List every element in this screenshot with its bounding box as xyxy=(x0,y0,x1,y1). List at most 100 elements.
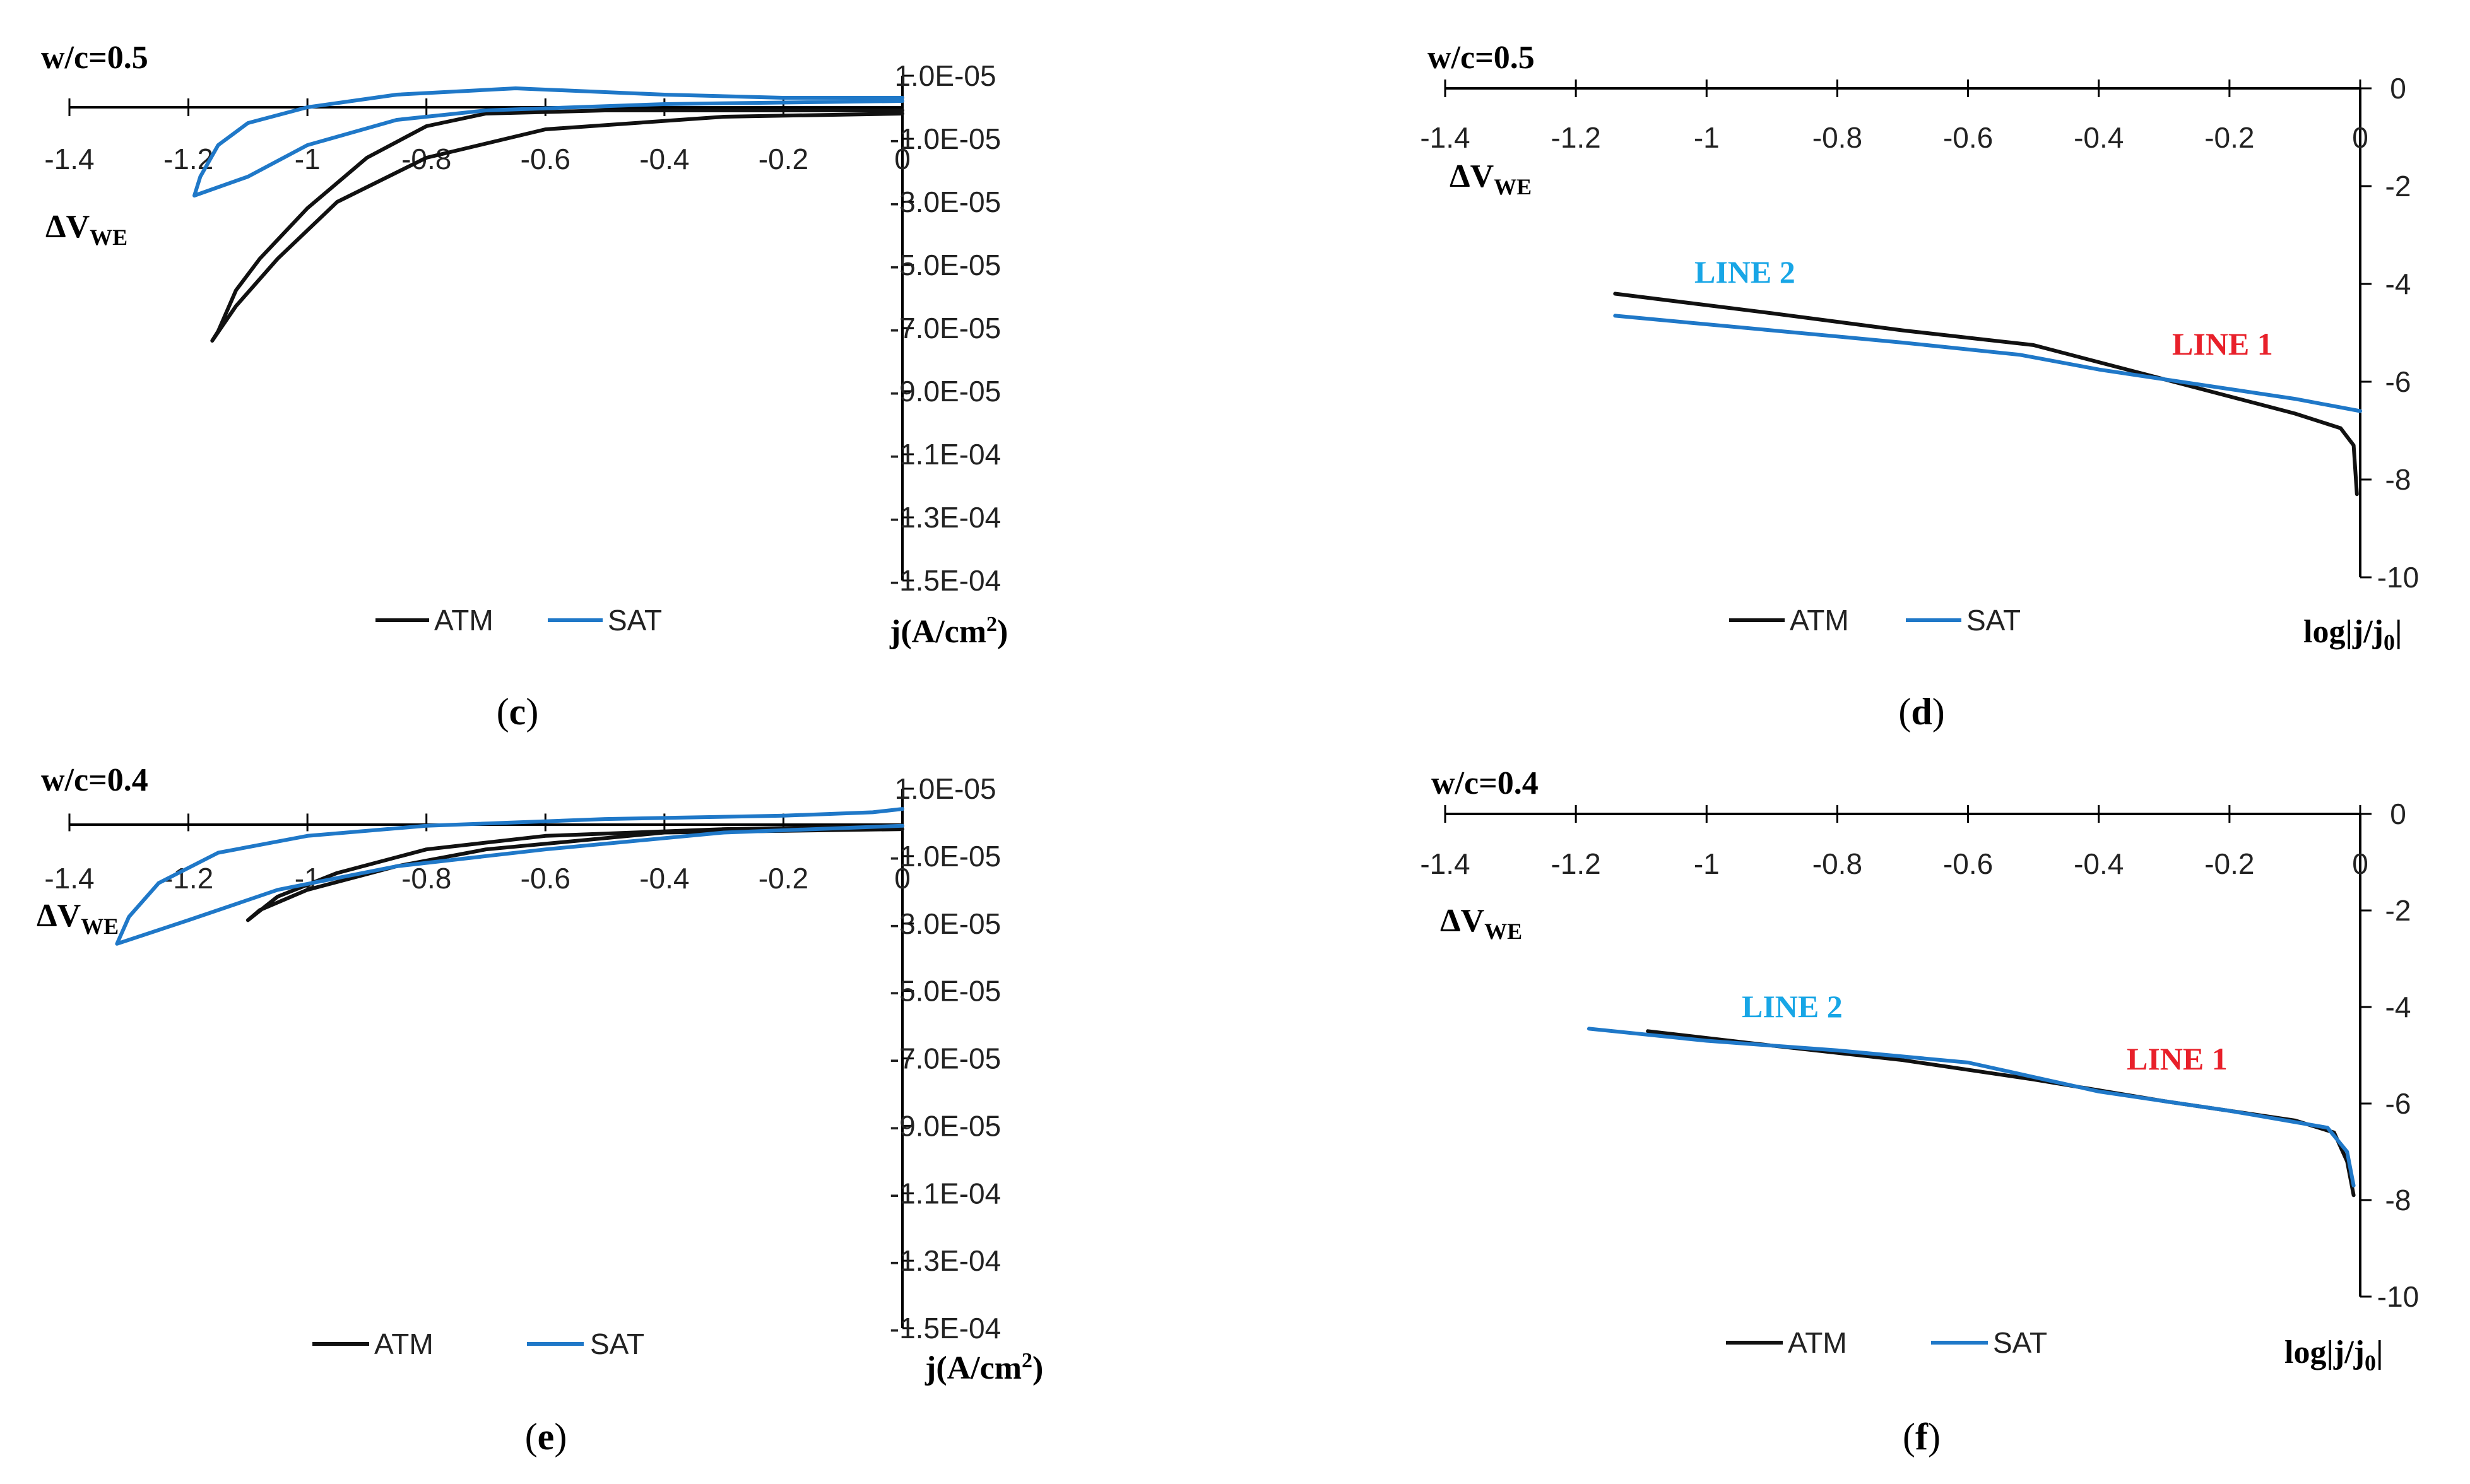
chart-d-x-label: ΔVWE xyxy=(1450,158,1532,199)
chart-d-title: w/c=0.5 xyxy=(1427,40,1535,76)
chart-f-y-tick-label: -6 xyxy=(2385,1087,2411,1120)
chart-d-x-tick-label: -0.4 xyxy=(2074,121,2124,154)
chart-f-series-sat xyxy=(1587,1027,2356,1188)
chart-d-series xyxy=(1613,292,2362,497)
chart-f-x-ticks: -1.4 -1.2 -1 -0.8 -0.6 -0.4 -0.2 0 xyxy=(1420,805,2368,880)
chart-f-x-tick-label: -0.4 xyxy=(2074,847,2124,880)
chart-c: w/c=0.5 -1.4 -1.2 -1 -0.8 -0.6 -0.4 -0.2 0 1.0E… xyxy=(41,40,1008,733)
chart-d-y-tick-label: -8 xyxy=(2385,463,2411,496)
chart-e-x-tick-label: 0 xyxy=(894,862,911,895)
chart-e-legend: ATM SAT xyxy=(312,1328,644,1360)
chart-d-x-tick-label: -0.8 xyxy=(1812,121,1862,154)
chart-d-y-ticks: 0 -2 -4 -6 -8 -10 xyxy=(2360,72,2419,594)
chart-d-series-sat xyxy=(1613,314,2362,413)
chart-c-x-tick-label: 0 xyxy=(894,143,911,175)
chart-c-y-tick-label: -9.0E-05 xyxy=(890,375,1001,408)
chart-c-y-tick-label: -1.1E-04 xyxy=(890,438,1001,471)
chart-c-y-ticks: 1.0E-05 -1.0E-05 -3.0E-05 -5.0E-05 -7.0E-05 -… xyxy=(890,59,1001,597)
chart-d-x-tick-label: -0.2 xyxy=(2204,121,2254,154)
chart-e: w/c=0.4 -1.4 -1.2 -1 -0.8 -0.6 -0.4 -0.2 0 1.0E… xyxy=(37,762,1043,1458)
chart-e-series-sat xyxy=(115,807,904,946)
chart-e-y-tick-label: -1.0E-05 xyxy=(890,840,1001,873)
chart-d-legend-atm-label: ATM xyxy=(1790,604,1849,637)
chart-f-y-label: log|j/j0| xyxy=(2284,1334,2383,1375)
chart-e-x-label: ΔVWE xyxy=(37,898,119,939)
chart-f-x-tick-label: -0.2 xyxy=(2204,847,2254,880)
chart-d-x-tick-label: -1.2 xyxy=(1551,121,1601,154)
chart-e-x-tick-label: -0.4 xyxy=(639,862,689,895)
chart-c-x-label: ΔVWE xyxy=(45,209,127,250)
chart-f-legend-sat-label: SAT xyxy=(1993,1326,2047,1359)
chart-f-series xyxy=(1587,1027,2356,1198)
chart-e-legend-atm-label: ATM xyxy=(374,1328,434,1360)
chart-e-y-tick-label: -1.3E-04 xyxy=(890,1244,1001,1277)
chart-d-x-tick-label: -1 xyxy=(1694,121,1720,154)
chart-e-x-tick-label: -0.8 xyxy=(401,862,451,895)
chart-d-series-atm xyxy=(1613,292,2359,497)
chart-c-legend: ATM SAT xyxy=(375,604,662,637)
panel-label-f: (f) xyxy=(1903,1416,1941,1458)
panel-label-d: (d) xyxy=(1898,691,1944,733)
chart-c-x-tick-label: -0.4 xyxy=(639,143,689,175)
chart-e-y-tick-label: -5.0E-05 xyxy=(890,975,1001,1008)
chart-d-y-tick-label: -6 xyxy=(2385,365,2411,398)
chart-f-legend: ATM SAT xyxy=(1726,1326,2047,1359)
chart-c-y-tick-label: -1.3E-04 xyxy=(890,501,1001,534)
chart-e-y-label: j(A/cm2) xyxy=(925,1349,1043,1386)
chart-c-series-atm xyxy=(210,109,904,343)
chart-e-title: w/c=0.4 xyxy=(41,762,148,798)
chart-f-x-tick-label: -1.2 xyxy=(1551,847,1601,880)
chart-c-legend-atm-label: ATM xyxy=(434,604,493,637)
chart-d-legend: ATM SAT xyxy=(1729,604,2021,637)
chart-f: w/c=0.4 -1.4 -1.2 -1 -0.8 -0.6 -0.4 -0.2 0 0-2-… xyxy=(1420,765,2419,1458)
chart-c-series-sat xyxy=(192,86,904,197)
chart-d-legend-sat-label: SAT xyxy=(1966,604,2021,637)
chart-c-x-tick-label: -1.4 xyxy=(44,143,94,175)
chart-f-title: w/c=0.4 xyxy=(1431,765,1539,801)
chart-e-y-tick-label: -7.0E-05 xyxy=(890,1042,1001,1075)
chart-d-x-ticks: -1.4 -1.2 -1 -0.8 -0.6 -0.4 -0.2 0 xyxy=(1420,80,2368,154)
chart-f-legend-atm-label: ATM xyxy=(1788,1326,1847,1359)
panel-label-e: (e) xyxy=(525,1416,567,1458)
chart-e-series-atm xyxy=(245,823,904,922)
chart-f-x-tick-label: -0.6 xyxy=(1943,847,1993,880)
chart-d-x-tick-label: -1.4 xyxy=(1420,121,1470,154)
chart-e-y-tick-label: -1.5E-04 xyxy=(890,1312,1001,1345)
chart-d-y-tick-label: -2 xyxy=(2385,170,2411,203)
chart-c-x-tick-label: -1 xyxy=(295,143,321,175)
chart-c-title: w/c=0.5 xyxy=(41,40,148,76)
chart-f-y-tick-label: 0 xyxy=(2390,798,2406,830)
chart-c-x-tick-label: -0.2 xyxy=(759,143,808,175)
chart-d-y-tick-label: -10 xyxy=(2377,561,2419,594)
chart-f-y-tick-label: -10 xyxy=(2377,1280,2419,1313)
chart-e-x-tick-label: -1.4 xyxy=(44,862,94,895)
chart-c-y-label: j(A/cm2) xyxy=(889,613,1008,650)
chart-c-y-tick-label: -1.5E-04 xyxy=(890,564,1001,597)
chart-e-y-ticks: 1.0E-05 -1.0E-05 -3.0E-05 -5.0E-05 -7.0E-05 -… xyxy=(890,772,1001,1345)
chart-c-series xyxy=(192,86,904,343)
chart-d-line1-label: LINE 1 xyxy=(2172,326,2273,362)
chart-e-y-tick-label: 1.0E-05 xyxy=(894,772,996,805)
chart-c-y-tick-label: -5.0E-05 xyxy=(890,249,1001,281)
chart-f-y-tick-label: -4 xyxy=(2385,991,2411,1023)
chart-f-y-tick-label: -8 xyxy=(2385,1184,2411,1216)
chart-f-x-tick-label: -1 xyxy=(1694,847,1720,880)
chart-d-x-tick-label: -0.6 xyxy=(1943,121,1993,154)
chart-f-x-tick-label: -1.4 xyxy=(1420,847,1470,880)
chart-d-y-tick-label: 0 xyxy=(2390,72,2406,105)
chart-c-legend-sat-label: SAT xyxy=(608,604,662,637)
chart-f-line1-label: LINE 1 xyxy=(2127,1041,2228,1076)
chart-c-y-tick-label: -3.0E-05 xyxy=(890,186,1001,218)
chart-d-x-tick-label: 0 xyxy=(2352,121,2368,154)
chart-d-y-label: log|j/j0| xyxy=(2303,614,2402,655)
chart-f-x-label: ΔVWE xyxy=(1440,903,1522,944)
chart-c-y-tick-label: -1.0E-05 xyxy=(890,122,1001,155)
chart-e-y-tick-label: -9.0E-05 xyxy=(890,1109,1001,1142)
chart-d: w/c=0.5 -1.4 -1.2 -1 -0.8 -0.6 -0.4 -0.2 0 0-2-… xyxy=(1420,40,2419,733)
chart-c-x-tick-label: -0.6 xyxy=(521,143,570,175)
panel-label-c: (c) xyxy=(497,691,539,733)
chart-c-y-tick-label: 1.0E-05 xyxy=(894,59,996,92)
chart-e-x-tick-label: -0.2 xyxy=(759,862,808,895)
chart-e-series xyxy=(115,807,904,946)
